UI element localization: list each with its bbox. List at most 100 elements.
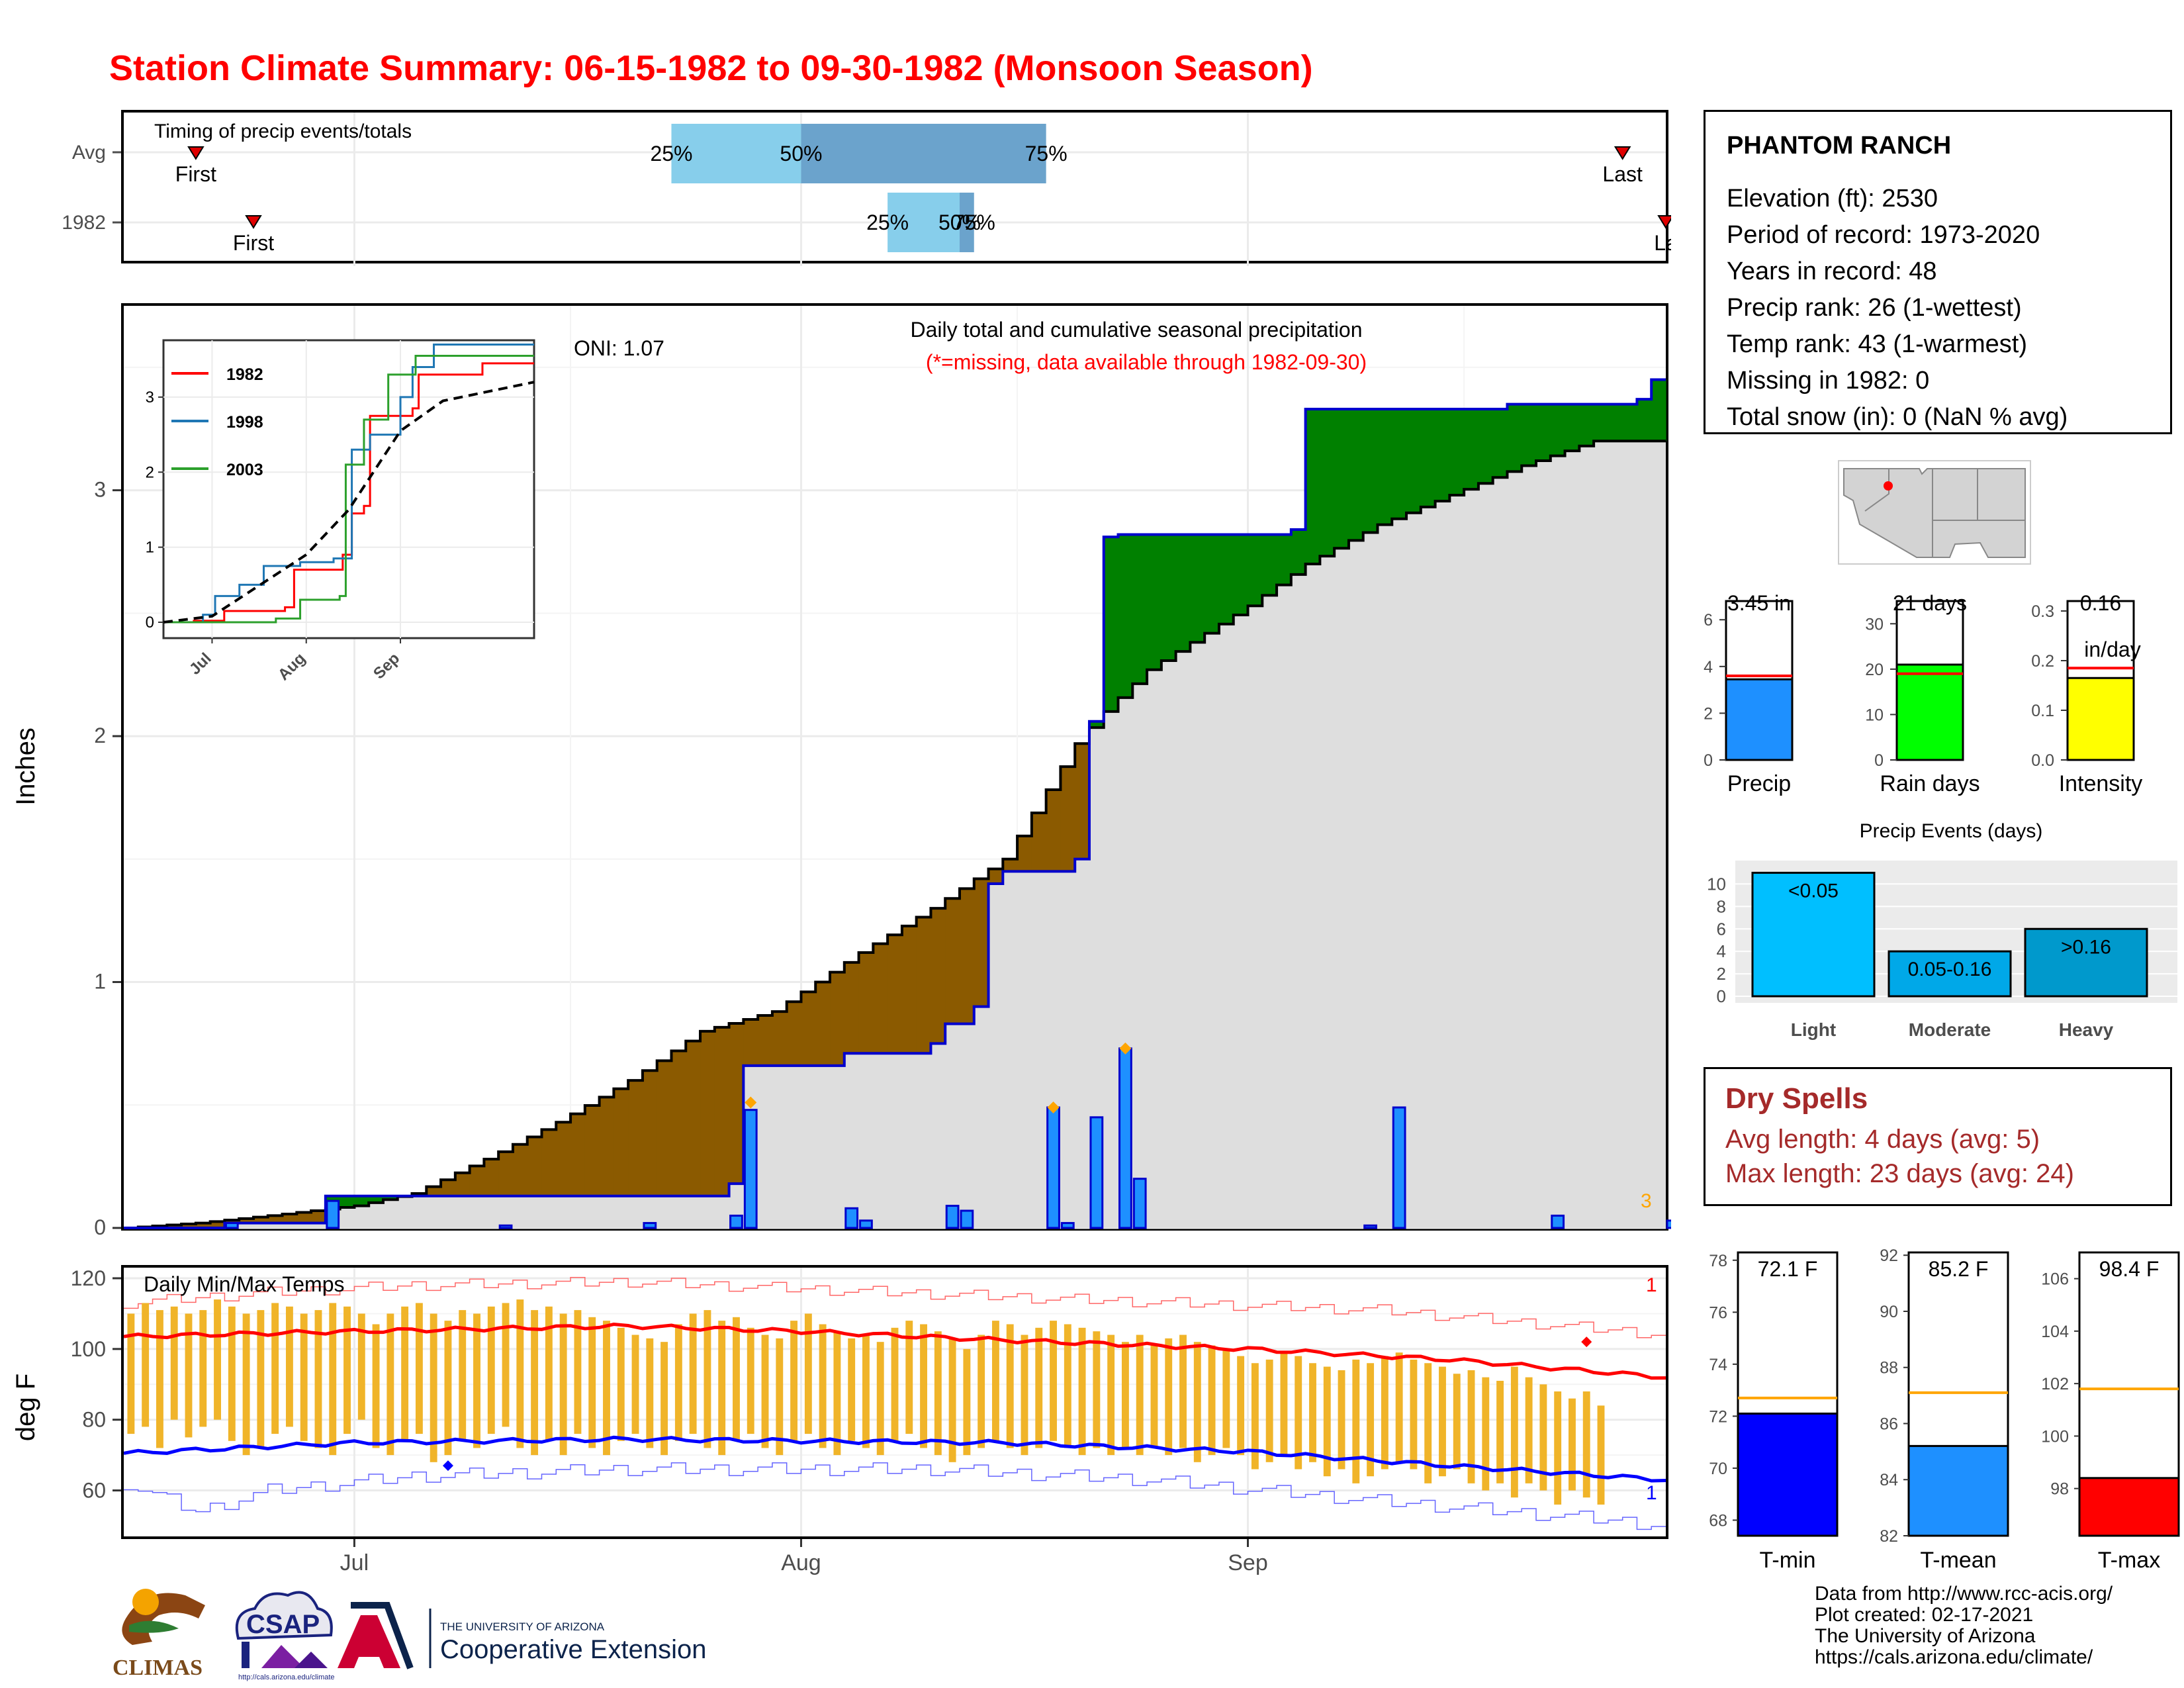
daily-temp-bar (1367, 1363, 1375, 1477)
precip-below-avg-fill (614, 1088, 629, 1196)
daily-temp-bar (285, 1306, 293, 1427)
daily-temp-bar (574, 1310, 582, 1434)
precip-below-avg-fill (1046, 790, 1062, 872)
daily-temp-bar (1021, 1335, 1028, 1456)
precip-below-avg-fill (1060, 767, 1075, 872)
precip-above-avg-fill (1305, 409, 1320, 565)
temp-chart: Daily Min/Max Temps 1 1 (124, 1268, 1666, 1536)
precip-below-avg-fill (512, 1144, 528, 1196)
inset-chart: 1982 1998 2003 0 1 2 3 Jul Aug Sep (146, 339, 535, 684)
precip-above-avg-fill (1291, 530, 1306, 575)
daily-temp-bar (214, 1299, 221, 1420)
temp-mini-ytick-label: 86 (1880, 1415, 1898, 1433)
daily-temp-bar (1323, 1366, 1331, 1477)
daily-temp-bar (1179, 1335, 1187, 1448)
daily-temp-bar (804, 1313, 812, 1434)
precip-above-avg-fill (1464, 409, 1479, 490)
mini-value-bar (1895, 663, 1964, 761)
temp-mini-ytick-label: 82 (1880, 1527, 1898, 1546)
daily-temp-bar (790, 1321, 798, 1441)
daily-temp-bar (1453, 1374, 1461, 1470)
daily-temp-bar (156, 1310, 163, 1448)
daily-precip-bar (1046, 1106, 1060, 1229)
precip-below-avg-fill (527, 1137, 543, 1196)
daily-temp-bar (387, 1313, 394, 1456)
precip-below-avg-fill (959, 888, 975, 1024)
events-bar-value-heavy: >0.16 (2061, 936, 2111, 958)
mini-ytick-label: 0.1 (2031, 702, 2054, 720)
mini-chart-precip: 0 2 4 6 3.45 in Precip (1704, 591, 1794, 796)
precip-above-avg-fill (1522, 404, 1537, 466)
daily-temp-bar (833, 1331, 841, 1456)
mini-ytick-label: 30 (1865, 615, 1884, 633)
events-ytick-label: 0 (1717, 986, 1726, 1006)
daily-temp-bar (1064, 1324, 1071, 1448)
daily-temp-bar (674, 1324, 682, 1441)
daily-precip-bar (945, 1205, 960, 1229)
precip-above-avg-fill (1248, 534, 1263, 606)
corner-count: 3 (1641, 1190, 1652, 1212)
precip-above-avg-fill (340, 1196, 355, 1208)
precip-ylabel: Inches (11, 727, 40, 806)
daily-temp-bar (487, 1306, 495, 1434)
temp-title: Daily Min/Max Temps (144, 1272, 344, 1296)
precip-above-avg-fill (1190, 534, 1205, 643)
station-temp-rank: Temp rank: 43 (1-warmest) (1727, 330, 2028, 358)
daily-precip-bar (1118, 1047, 1132, 1229)
daily-temp-bar (1525, 1377, 1533, 1483)
daily-temp-bar (502, 1303, 510, 1427)
precip-above-avg-fill (1218, 534, 1234, 624)
station-name: PHANTOM RANCH (1727, 132, 1952, 160)
precip-below-avg-fill (743, 1019, 758, 1066)
precip-below-avg-fill (974, 878, 989, 1007)
daily-precip-bar (498, 1224, 513, 1229)
daily-temp-bar (1193, 1342, 1201, 1462)
precip-above-avg-fill (1348, 409, 1364, 541)
logos: CLIMAS CSAP http://cals.arizona.edu/clim… (113, 1589, 706, 1681)
date-x-axis: Jul Aug Sep (340, 1539, 1268, 1575)
daily-temp-bar (127, 1313, 135, 1434)
mini-ytick-label: 0 (1704, 751, 1713, 770)
precip-below-avg-fill (700, 1031, 715, 1196)
daily-precip-bar (960, 1209, 974, 1229)
mini-ytick-label: 4 (1704, 658, 1713, 677)
daily-temp-bar (1424, 1363, 1432, 1483)
timing-bar-y1982-50-75 (959, 193, 974, 252)
precip-below-avg-fill (224, 1220, 240, 1223)
temp-mini-ytick-label: 88 (1880, 1359, 1898, 1378)
precip-below-avg-fill (772, 1011, 788, 1066)
precip-below-avg-fill (1031, 812, 1047, 872)
precip-below-avg-fill (642, 1070, 658, 1196)
csap-url: http://cals.arizona.edu/climate (238, 1673, 335, 1681)
daily-precip-bar (1363, 1224, 1377, 1229)
events-bar-heavy (2024, 927, 2148, 998)
daily-temp-bar (1050, 1321, 1057, 1441)
timing-title: Timing of precip events/totals (154, 120, 412, 142)
precip-above-avg-fill (1435, 409, 1450, 501)
precip-above-avg-fill (1377, 409, 1392, 525)
mini-label: Intensity (2059, 771, 2143, 796)
inset-legend-label-1982: 1982 (226, 365, 263, 384)
daily-temp-bar (415, 1303, 423, 1434)
inset-legend-label-1998: 1998 (226, 413, 263, 432)
mini-ytick-label: 0 (1874, 751, 1884, 770)
daily-temp-bar (228, 1306, 236, 1441)
inset-ytick-label: 2 (146, 463, 154, 481)
temp-record-marker (1581, 1336, 1592, 1348)
daily-temp-bar (1078, 1327, 1086, 1456)
inset-series-1998 (163, 344, 534, 624)
mini-chart-intensity: 0.0 0.1 0.2 0.3 0.16 in/day Intensity (2031, 591, 2142, 796)
precip-below-avg-fill (498, 1151, 514, 1196)
daily-precip-bar (844, 1207, 859, 1229)
credit-url: https://cals.arizona.edu/climate/ (1815, 1646, 2093, 1668)
daily-temp-bar (185, 1313, 193, 1438)
precip-below-avg-fill (1003, 859, 1018, 872)
daily-temp-bar (516, 1299, 524, 1448)
mini-value-text: 3.45 in (1727, 591, 1791, 615)
daily-temp-bar (689, 1313, 697, 1434)
daily-temp-bar (1597, 1405, 1605, 1505)
daily-temp-bar (1208, 1345, 1216, 1456)
daily-temp-bar (1554, 1391, 1562, 1505)
precip-above-avg-fill (1594, 404, 1609, 442)
